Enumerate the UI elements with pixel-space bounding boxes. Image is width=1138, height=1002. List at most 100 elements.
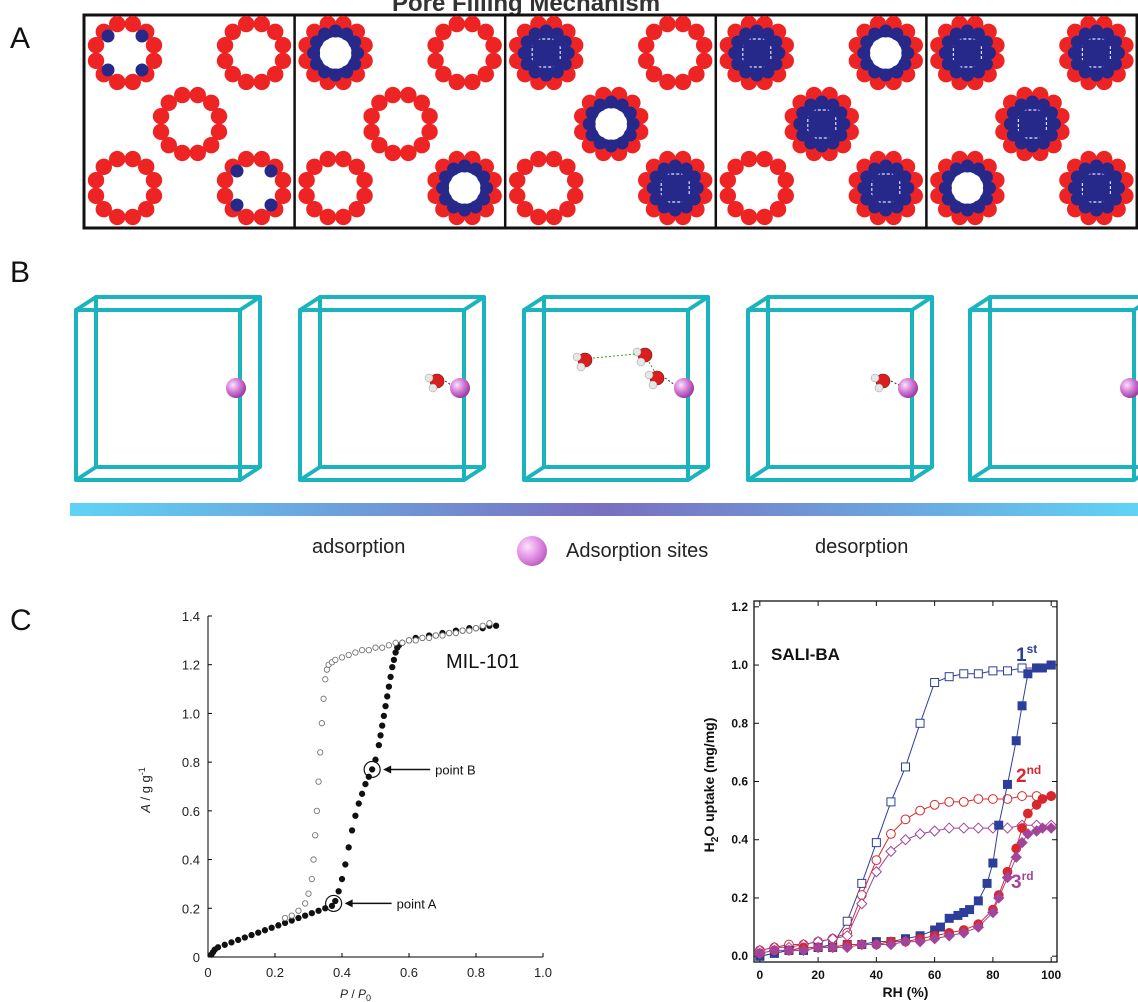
framework-atom	[189, 144, 206, 162]
y-axis-label: A / g g-1	[137, 767, 153, 814]
water-molecule	[593, 98, 607, 112]
x-tick-label: 0.8	[467, 965, 485, 980]
framework-atom	[253, 208, 270, 226]
framework-atom	[174, 144, 191, 162]
water-molecule	[458, 159, 472, 173]
framework-atom	[769, 201, 787, 218]
cube-edge	[462, 295, 486, 312]
water-molecule	[857, 46, 871, 60]
water-molecule	[539, 68, 553, 82]
pore-ring	[216, 150, 292, 226]
data-marker	[1037, 794, 1048, 804]
x-axis-label: P / P0	[340, 987, 371, 1002]
hydrogen-atom	[576, 362, 586, 372]
series-1	[755, 660, 1056, 961]
water-molecule	[230, 198, 244, 212]
y-tick-label: 0.4	[182, 853, 200, 868]
framework-atom	[319, 150, 337, 168]
data-marker	[842, 916, 852, 926]
adsorption-point	[241, 934, 249, 941]
data-marker	[885, 938, 897, 951]
hydrogen-atom	[632, 347, 642, 357]
water-molecule	[879, 24, 893, 38]
pore-core	[595, 108, 628, 140]
data-marker	[1001, 822, 1014, 834]
adsorption-point	[362, 780, 369, 788]
framework-cube	[522, 295, 710, 482]
water-molecule	[1006, 128, 1020, 142]
cube-edge	[238, 465, 262, 482]
adsorption-point	[384, 693, 391, 700]
desorption-point	[318, 720, 326, 727]
water-molecule	[860, 170, 874, 184]
pore-ring	[427, 150, 502, 226]
water-molecule	[1067, 46, 1081, 60]
framework-atom	[145, 52, 163, 69]
water-molecule	[264, 164, 278, 178]
water-molecule	[520, 57, 534, 71]
water-molecule	[960, 24, 974, 38]
water-molecule	[439, 192, 453, 206]
y-tick-label: 1.0	[182, 706, 200, 721]
adsorption-point	[387, 673, 394, 681]
water-molecule	[949, 200, 963, 214]
data-marker	[973, 896, 983, 906]
framework-atom	[545, 150, 563, 168]
adsorption-point	[342, 861, 349, 868]
desorption-point	[446, 629, 453, 637]
pore-ring	[509, 150, 584, 226]
water-molecule	[348, 35, 362, 49]
data-marker	[914, 935, 926, 948]
x-axis-label: RH (%)	[883, 984, 929, 1000]
water-molecule	[593, 136, 607, 150]
water-molecule	[1025, 95, 1039, 109]
pore-ring	[1059, 150, 1134, 226]
pore-ring	[930, 150, 1005, 226]
framework-atom	[530, 150, 547, 168]
desorption-point	[308, 875, 315, 883]
framework-atom	[740, 208, 758, 226]
water-molecule	[815, 95, 829, 109]
adsorption-point	[375, 741, 382, 749]
water-molecule	[1044, 128, 1058, 142]
water-molecule	[687, 170, 701, 184]
adsorption-point	[368, 766, 376, 773]
water-molecule	[960, 68, 974, 82]
pore-ring	[930, 15, 1005, 91]
water-molecule	[837, 117, 851, 131]
water-molecule	[469, 162, 483, 176]
water-molecule	[1089, 68, 1103, 82]
framework-atom	[756, 208, 773, 226]
adsorption-point	[345, 844, 352, 851]
cube-edge	[910, 465, 934, 482]
water-molecule	[769, 57, 783, 71]
data-marker	[856, 938, 868, 951]
adsorption-site-sphere	[1120, 378, 1138, 398]
water-molecule	[310, 57, 324, 71]
desorption-point	[358, 646, 366, 654]
water-molecule	[1111, 181, 1125, 195]
hydrogen-atom	[644, 370, 654, 380]
data-marker	[943, 822, 955, 834]
data-marker	[886, 797, 896, 807]
data-marker	[944, 672, 954, 682]
data-marker	[783, 944, 795, 957]
framework-atom	[238, 150, 255, 168]
water-molecule	[604, 139, 618, 153]
data-marker	[768, 944, 781, 957]
data-marker	[988, 666, 998, 676]
water-molecule	[668, 203, 682, 217]
data-marker	[856, 898, 868, 910]
water-molecule	[1089, 159, 1103, 173]
series-line	[759, 664, 1052, 957]
hydrogen-atom	[428, 383, 438, 393]
data-marker	[1017, 791, 1027, 801]
water-molecule	[101, 63, 115, 77]
y-tick-label: 0.6	[182, 804, 200, 819]
data-marker	[915, 805, 925, 816]
data-marker	[1016, 836, 1028, 849]
data-marker	[958, 822, 970, 834]
desorption-point	[313, 807, 321, 815]
water-molecule	[1078, 27, 1092, 41]
